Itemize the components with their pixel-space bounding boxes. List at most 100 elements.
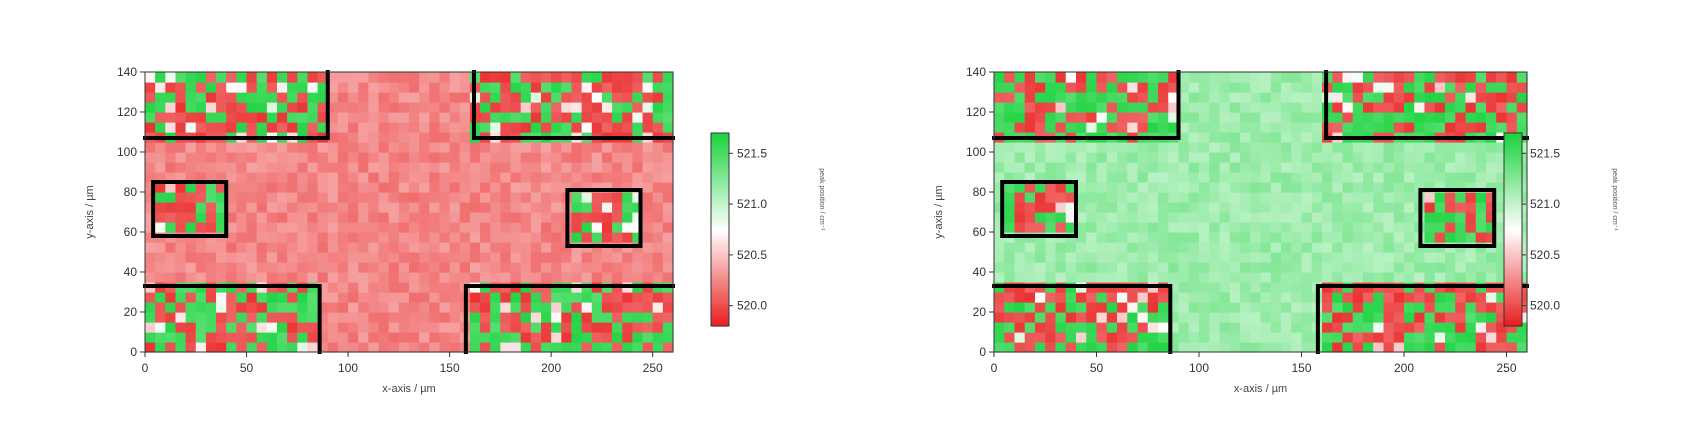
- heatmap-cell: [1352, 252, 1364, 263]
- heatmap-cell: [1404, 82, 1415, 93]
- heatmap-cell: [1281, 92, 1292, 103]
- heatmap-cell: [1035, 272, 1046, 283]
- heatmap-cell: [1188, 132, 1200, 143]
- heatmap-cell: [1486, 72, 1497, 83]
- heatmap-cell: [1240, 142, 1251, 153]
- heatmap-cell: [246, 312, 258, 323]
- heatmap-cell: [1035, 152, 1046, 163]
- heatmap-cell: [652, 112, 664, 123]
- heatmap-cell: [1311, 242, 1323, 253]
- heatmap-cell: [439, 112, 451, 123]
- heatmap-cell: [205, 92, 217, 103]
- heatmap-cell: [449, 202, 461, 213]
- heatmap-cell: [581, 222, 593, 233]
- heatmap-cell: [155, 122, 166, 133]
- heatmap-cell: [530, 72, 542, 83]
- heatmap-cell: [175, 162, 187, 173]
- heatmap-cell: [1024, 302, 1036, 313]
- heatmap-cell: [1393, 242, 1405, 253]
- heatmap-cell: [145, 192, 156, 203]
- heatmap-cell: [185, 332, 197, 343]
- heatmap-cell: [1311, 122, 1323, 133]
- heatmap-cell: [236, 262, 248, 273]
- heatmap-cell: [1404, 252, 1415, 263]
- heatmap-cell: [155, 82, 166, 93]
- heatmap-cell: [398, 82, 410, 93]
- heatmap-cell: [185, 212, 197, 223]
- heatmap-cell: [469, 162, 481, 173]
- heatmap-cell: [662, 292, 674, 303]
- heatmap-cell: [205, 252, 217, 263]
- heatmap-cell: [1434, 92, 1446, 103]
- heatmap-cell: [1424, 292, 1436, 303]
- heatmap-cell: [1178, 312, 1190, 323]
- heatmap-cell: [1065, 92, 1077, 103]
- heatmap-cell: [1117, 102, 1128, 113]
- heatmap-cell: [1465, 332, 1477, 343]
- colorbar-step: [1504, 316, 1522, 321]
- heatmap-cell: [1024, 172, 1036, 183]
- heatmap-cell: [1014, 292, 1026, 303]
- heatmap-cell: [652, 342, 664, 353]
- colorbar-step: [711, 187, 729, 192]
- heatmap-cell: [185, 202, 197, 213]
- heatmap-cell: [236, 152, 248, 163]
- pattern-box-bottom-left: [143, 284, 322, 354]
- heatmap-cell: [632, 292, 644, 303]
- heatmap-cell: [378, 92, 390, 103]
- heatmap-cell: [378, 172, 390, 183]
- heatmap-cell: [622, 292, 633, 303]
- heatmap-cell: [662, 272, 674, 283]
- heatmap-cell: [348, 342, 359, 353]
- heatmap-cell: [1229, 322, 1241, 333]
- heatmap-cell: [1117, 212, 1128, 223]
- heatmap-cell: [1363, 102, 1374, 113]
- heatmap-cell: [409, 172, 420, 183]
- heatmap-cell: [165, 202, 177, 213]
- heatmap-cell: [1455, 202, 1467, 213]
- heatmap-cell: [1465, 312, 1477, 323]
- heatmap-cell: [551, 152, 562, 163]
- heatmap-cell: [1465, 172, 1477, 183]
- colorbar-step: [711, 133, 729, 137]
- heatmap-cell: [1363, 172, 1374, 183]
- heatmap-cell: [662, 322, 674, 333]
- heatmap-cell: [1199, 222, 1210, 233]
- heatmap-cell: [1096, 242, 1108, 253]
- heatmap-cell: [439, 72, 451, 83]
- heatmap-cell: [1117, 82, 1128, 93]
- heatmap-cell: [409, 202, 420, 213]
- heatmap-cell: [530, 252, 542, 263]
- heatmap-cell: [1117, 152, 1128, 163]
- heatmap-cell: [297, 262, 309, 273]
- heatmap-cell: [469, 172, 481, 183]
- heatmap-cell: [490, 272, 501, 283]
- heatmap-cell: [1117, 92, 1128, 103]
- heatmap-cell: [1486, 292, 1497, 303]
- heatmap-cell: [419, 72, 430, 83]
- heatmap-cell: [1404, 192, 1415, 203]
- heatmap-cell: [1270, 142, 1282, 153]
- heatmap-cell: [1178, 272, 1190, 283]
- heatmap-cell: [1393, 172, 1405, 183]
- heatmap-cell: [348, 252, 359, 263]
- heatmap-cell: [469, 242, 481, 253]
- heatmap-cell: [581, 272, 593, 283]
- heatmap-cell: [1178, 192, 1190, 203]
- heatmap-cell: [1352, 102, 1364, 113]
- heatmap-cell: [1414, 312, 1426, 323]
- heatmap-cell: [226, 82, 237, 93]
- heatmap-cell: [652, 332, 664, 343]
- heatmap-cell: [1496, 142, 1508, 153]
- heatmap-cell: [1363, 252, 1374, 263]
- heatmap-cell: [1270, 252, 1282, 263]
- heatmap-cell: [216, 122, 227, 133]
- heatmap-cell: [1035, 252, 1046, 263]
- heatmap-cell: [1127, 192, 1139, 203]
- heatmap-cell: [1342, 82, 1354, 93]
- heatmap-cell: [1383, 222, 1395, 233]
- heatmap-cell: [236, 102, 248, 113]
- heatmap-cell: [1516, 72, 1528, 83]
- heatmap-cell: [1117, 72, 1128, 83]
- heatmap-cell: [287, 342, 298, 353]
